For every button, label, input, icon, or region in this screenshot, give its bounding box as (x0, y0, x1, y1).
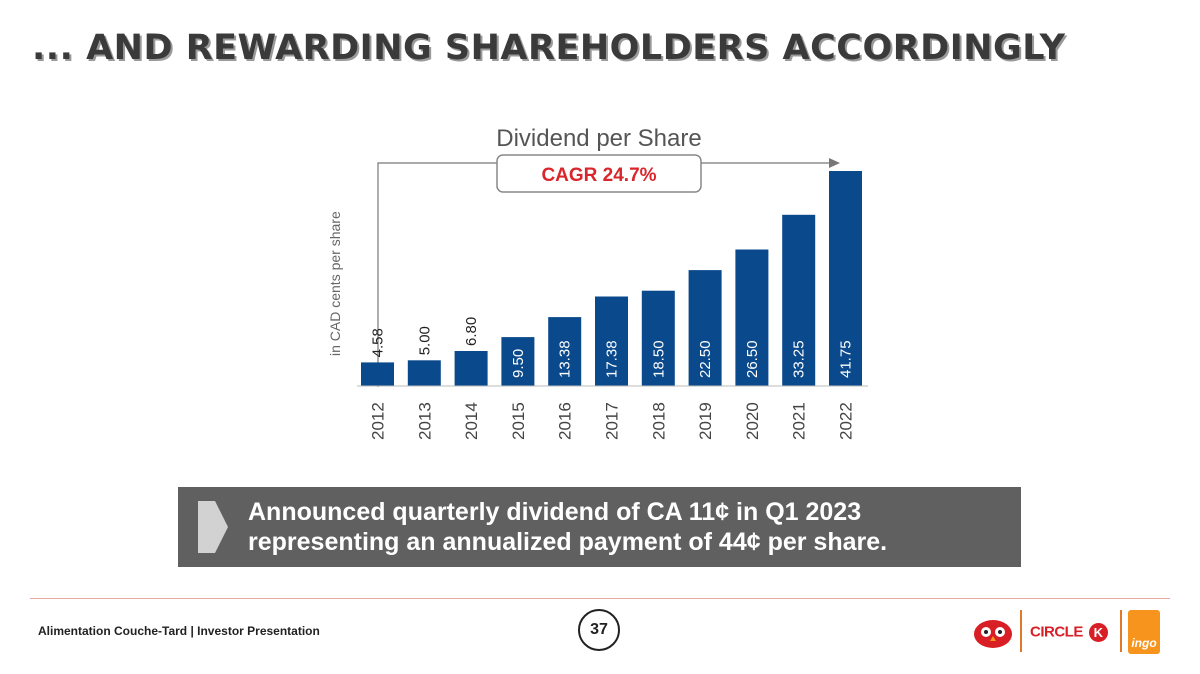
cagr-box (496, 154, 702, 193)
bar-2016 (548, 317, 582, 386)
ingo-logo: ingo (1128, 610, 1160, 654)
bar-2015 (501, 337, 535, 386)
couche-tard-owl-logo (974, 620, 1012, 648)
circle-k-letter: K (1093, 625, 1103, 640)
bars-group: 4.58 2012 5.00 2013 6.80 2014 9.50 2015 13.38 201… (361, 171, 862, 440)
y-axis-label: in CAD cents per share (327, 211, 343, 356)
bar-2018 (641, 290, 675, 386)
data-label-2019: 22.50 (697, 340, 714, 378)
brand-logos: CIRCLE K ingo (972, 608, 1168, 656)
logo-separator (1020, 610, 1022, 652)
data-label-2017: 17.38 (604, 340, 621, 378)
circle-k-wordmark: CIRCLE (1030, 623, 1083, 641)
data-label-2015: 9.50 (510, 349, 527, 378)
dividend-callout: Announced quarterly dividend of CA 11¢ i… (178, 487, 1021, 567)
bar-2021 (782, 214, 816, 386)
bar-2022 (829, 171, 862, 386)
x-tick-2012: 2012 (369, 402, 388, 440)
chevron-right-icon (198, 501, 228, 553)
x-tick-2016: 2016 (556, 402, 575, 440)
callout-line-2: representing an annualized payment of 44… (248, 528, 888, 556)
ingo-wordmark: ingo (1131, 636, 1157, 650)
page-title: ... AND REWARDING SHAREHOLDERS ACCORDING… (32, 28, 1066, 68)
x-tick-2013: 2013 (415, 402, 434, 440)
callout-line-1: Announced quarterly dividend of CA 11¢ i… (248, 498, 862, 526)
circle-k-badge: K (1088, 623, 1108, 642)
footer-text: Alimentation Couche-Tard | Investor Pres… (38, 624, 320, 638)
bar-2017 (595, 296, 628, 386)
footer-divider (30, 598, 1170, 599)
logo-separator (1120, 610, 1122, 652)
x-tick-2014: 2014 (462, 402, 481, 440)
bar-2019 (688, 270, 722, 386)
cagr-arrowhead (829, 158, 840, 168)
x-tick-2020: 2020 (743, 402, 762, 440)
data-label-2012: 4.58 (370, 328, 387, 357)
bar-2020 (735, 249, 769, 386)
data-label-2014: 6.80 (463, 317, 480, 346)
page-number: 37 (578, 609, 620, 651)
chart-title: Dividend per Share (496, 125, 701, 152)
x-tick-2018: 2018 (649, 402, 668, 440)
x-tick-2021: 2021 (790, 402, 809, 440)
x-tick-2019: 2019 (696, 402, 715, 440)
x-tick-2015: 2015 (509, 402, 528, 440)
data-label-2018: 18.50 (650, 340, 667, 378)
bar-2012 (361, 362, 394, 386)
bar-2013 (407, 360, 441, 386)
x-tick-2022: 2022 (837, 402, 856, 440)
data-label-2022: 41.75 (838, 340, 855, 378)
data-label-2021: 33.25 (791, 340, 808, 378)
data-label-2013: 5.00 (416, 326, 433, 355)
dividend-chart: Dividend per Share in CAD cents per shar… (327, 125, 868, 440)
x-tick-2017: 2017 (603, 402, 622, 440)
data-label-2020: 26.50 (744, 340, 761, 378)
cagr-label: CAGR 24.7% (541, 165, 656, 186)
data-label-2016: 13.38 (557, 340, 574, 378)
circle-k-logo: CIRCLE K (1030, 623, 1108, 642)
bar-2014 (454, 351, 488, 386)
callout-text: Announced quarterly dividend of CA 11¢ i… (248, 497, 887, 557)
